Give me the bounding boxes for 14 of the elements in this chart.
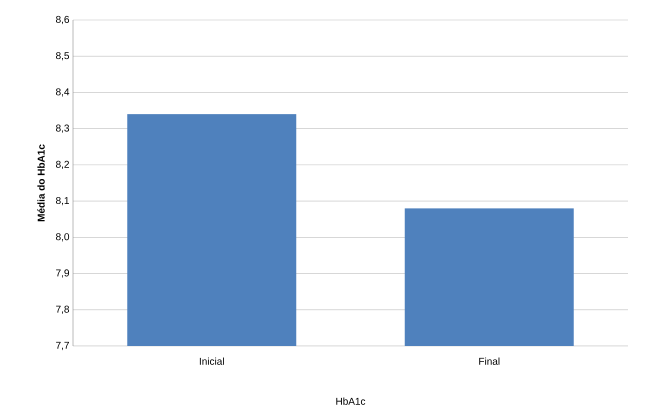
x-axis-title: HbA1c <box>336 398 366 405</box>
x-tick-label: Inicial <box>200 358 224 365</box>
y-tick-label: 8,0 <box>56 233 70 242</box>
y-tick-label: 7,8 <box>56 306 70 314</box>
y-tick-label: 8,1 <box>56 196 69 206</box>
y-tick-label: 8,6 <box>56 16 70 24</box>
y-tick-label: 8,5 <box>56 52 70 60</box>
y-axis-title: Média do HbA1c <box>37 144 45 222</box>
y-tick-label: 8,3 <box>56 124 70 133</box>
y-tick-label: 7,7 <box>56 342 69 350</box>
y-tick-label: 7,9 <box>56 269 70 278</box>
x-tick-label: Final <box>479 358 500 365</box>
y-tick-label: 8,2 <box>56 160 69 170</box>
y-tick-label: 8,4 <box>56 88 70 97</box>
